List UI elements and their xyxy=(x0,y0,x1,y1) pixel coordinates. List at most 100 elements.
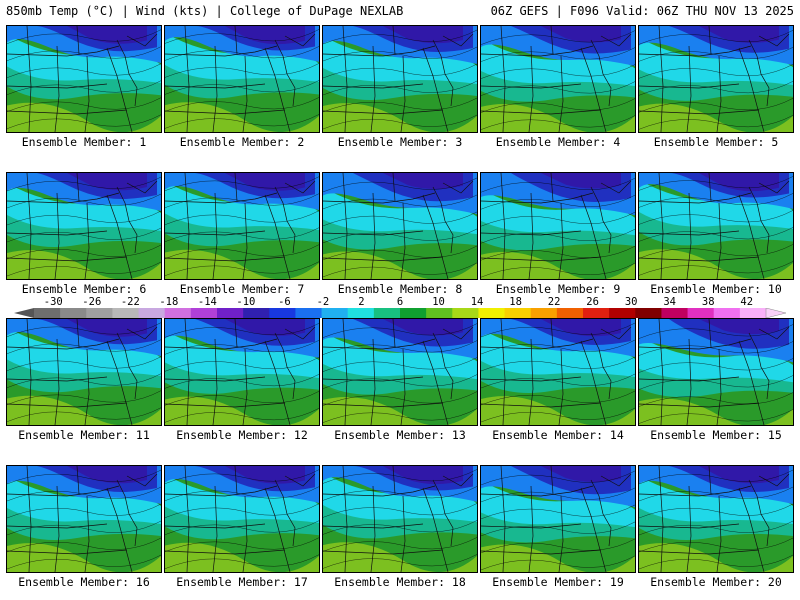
temperature-map xyxy=(323,466,477,572)
temperature-map xyxy=(165,319,319,425)
ensemble-panel-11 xyxy=(6,318,162,426)
temperature-colorbar: -30 -26 -22 -18 -14 -10 -6 -2 2 6 10 14 18 22 26 30 34 38… xyxy=(14,296,786,320)
temperature-map xyxy=(7,466,161,572)
ensemble-member-label: Ensemble Member: 11 xyxy=(18,428,150,442)
temperature-map xyxy=(7,26,161,132)
ensemble-member-label: Ensemble Member: 6 xyxy=(21,282,147,296)
ensemble-member-label: Ensemble Member: 18 xyxy=(334,575,466,589)
ensemble-member-label: Ensemble Member: 4 xyxy=(495,135,621,149)
colorbar-tick-label: 30 xyxy=(624,296,638,308)
colorbar-segment xyxy=(243,308,270,318)
ensemble-member-label: Ensemble Member: 14 xyxy=(492,428,624,442)
ensemble-panel-12 xyxy=(164,318,320,426)
colorbar-segment xyxy=(530,308,558,318)
ensemble-member-label: Ensemble Member: 13 xyxy=(334,428,466,442)
ensemble-member-label: Ensemble Member: 19 xyxy=(492,575,624,589)
ensemble-panel-20 xyxy=(638,465,794,573)
ensemble-panel-9 xyxy=(480,172,636,280)
ensemble-panel-15 xyxy=(638,318,794,426)
temperature-map xyxy=(7,173,161,279)
ensemble-member-label: Ensemble Member: 15 xyxy=(650,428,782,442)
colorbar-segment xyxy=(739,308,767,318)
colorbar-tick-label: -2 xyxy=(316,296,330,308)
run-valid-time: 06Z GEFS | F096 Valid: 06Z THU NOV 13 20… xyxy=(490,4,794,18)
ensemble-member-label: Ensemble Member: 20 xyxy=(650,575,782,589)
temperature-map xyxy=(165,173,319,279)
ensemble-member-label: Ensemble Member: 17 xyxy=(176,575,308,589)
colorbar-tick-label: 18 xyxy=(509,296,522,308)
colorbar-tick-label: -26 xyxy=(82,296,102,308)
temperature-map xyxy=(7,319,161,425)
colorbar-scale xyxy=(14,308,786,318)
ensemble-panel-16 xyxy=(6,465,162,573)
ensemble-panel-7 xyxy=(164,172,320,280)
colorbar-segment xyxy=(34,308,61,318)
ensemble-panel-17 xyxy=(164,465,320,573)
colorbar-segment xyxy=(478,308,506,318)
colorbar-segment xyxy=(400,308,427,318)
temperature-map xyxy=(323,26,477,132)
colorbar-segment xyxy=(452,308,479,318)
temperature-map xyxy=(323,173,477,279)
ensemble-member-label: Ensemble Member: 1 xyxy=(21,135,147,149)
colorbar-segment xyxy=(713,308,741,318)
temperature-map xyxy=(481,173,635,279)
ensemble-panel-3 xyxy=(322,25,478,133)
colorbar-labels: -30 -26 -22 -18 -14 -10 -6 -2 2 6 10 14 18 22 26 30 34 38… xyxy=(14,296,786,308)
temperature-map xyxy=(481,466,635,572)
temperature-map xyxy=(165,26,319,132)
ensemble-panel-18 xyxy=(322,465,478,573)
colorbar-segment xyxy=(426,308,453,318)
colorbar-segment xyxy=(347,308,375,318)
ensemble-panel-10 xyxy=(638,172,794,280)
ensemble-panel-2 xyxy=(164,25,320,133)
temperature-map xyxy=(165,466,319,572)
product-title: 850mb Temp (°C) | Wind (kts) | College o… xyxy=(6,4,404,18)
colorbar-tick-label: 6 xyxy=(396,296,404,308)
colorbar-tick-label: -22 xyxy=(120,296,140,308)
colorbar-segment xyxy=(60,308,87,318)
colorbar-tick-label: 2 xyxy=(358,296,365,308)
colorbar-segment xyxy=(217,308,244,318)
ensemble-panel-4 xyxy=(480,25,636,133)
colorbar-segment xyxy=(556,308,584,318)
colorbar-tick-label: 14 xyxy=(470,296,484,308)
temperature-map xyxy=(323,319,477,425)
temperature-map xyxy=(639,26,793,132)
ensemble-panel-8 xyxy=(322,172,478,280)
ensemble-panel-6 xyxy=(6,172,162,280)
colorbar-segment xyxy=(138,308,166,318)
ensemble-member-label: Ensemble Member: 2 xyxy=(179,135,305,149)
colorbar-segment xyxy=(164,308,192,318)
colorbar-segment xyxy=(609,308,636,318)
colorbar-segment xyxy=(687,308,715,318)
temperature-map xyxy=(481,26,635,132)
ensemble-member-label: Ensemble Member: 9 xyxy=(495,282,621,296)
ensemble-panel-1 xyxy=(6,25,162,133)
colorbar-segment xyxy=(635,308,662,318)
colorbar-segment xyxy=(583,308,610,318)
temperature-map xyxy=(639,319,793,425)
temperature-map xyxy=(639,173,793,279)
colorbar-tick-label: 26 xyxy=(586,296,599,308)
ensemble-member-label: Ensemble Member: 5 xyxy=(653,135,779,149)
colorbar-tick-label: 42 xyxy=(740,296,754,308)
colorbar-tick-label: 10 xyxy=(432,296,445,308)
ensemble-panel-13 xyxy=(322,318,478,426)
colorbar-left-arrow xyxy=(14,308,34,318)
ensemble-member-label: Ensemble Member: 7 xyxy=(179,282,305,296)
colorbar-tick-label: -10 xyxy=(236,296,256,308)
colorbar-tick-label: 38 xyxy=(701,296,715,308)
colorbar-segment xyxy=(112,308,140,318)
colorbar-tick-label: -18 xyxy=(159,296,179,308)
colorbar-segment xyxy=(295,308,323,318)
ensemble-panel-19 xyxy=(480,465,636,573)
ensemble-panel-14 xyxy=(480,318,636,426)
colorbar-segment xyxy=(504,308,532,318)
colorbar-segment xyxy=(373,308,401,318)
ensemble-member-label: Ensemble Member: 16 xyxy=(18,575,150,589)
colorbar-segment xyxy=(269,308,296,318)
colorbar-tick-label: -14 xyxy=(197,296,217,308)
colorbar-segment xyxy=(190,308,218,318)
colorbar-segment xyxy=(321,308,349,318)
